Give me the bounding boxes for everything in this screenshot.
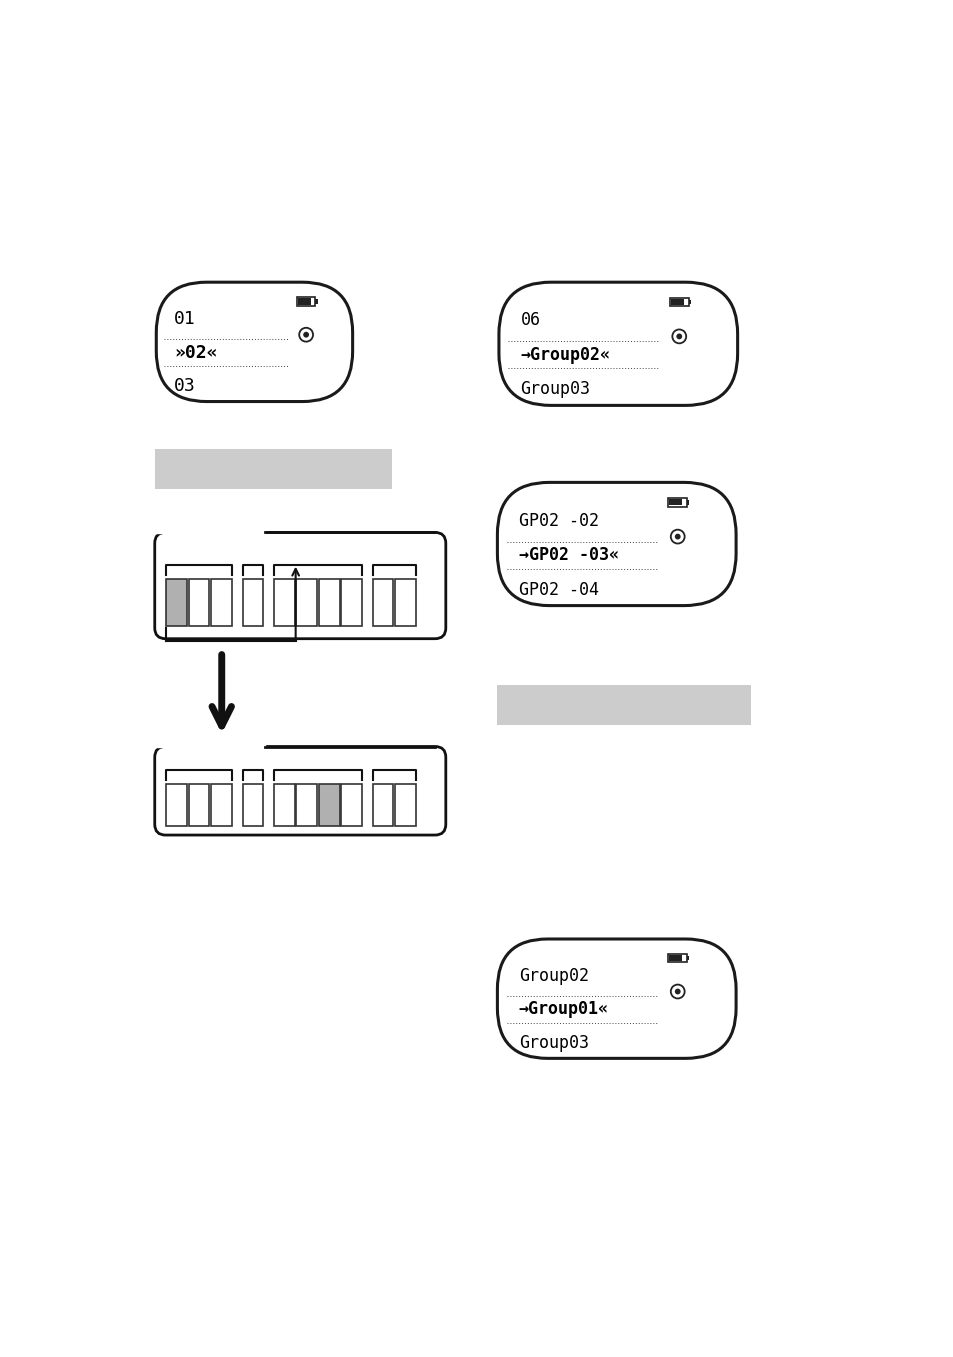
Text: →GP02 -03«: →GP02 -03« — [518, 546, 618, 565]
Bar — [341, 579, 361, 626]
Text: Group02: Group02 — [518, 968, 588, 985]
Bar — [166, 784, 187, 826]
Bar — [341, 784, 361, 826]
Bar — [296, 579, 317, 626]
Text: GP02 -04: GP02 -04 — [518, 581, 598, 598]
Text: GP02 -02: GP02 -02 — [518, 512, 598, 529]
Bar — [669, 955, 681, 961]
Bar — [669, 299, 688, 307]
Bar — [688, 300, 690, 304]
Bar — [670, 299, 683, 305]
Bar — [318, 784, 339, 826]
Bar — [318, 579, 339, 626]
Text: »02«: »02« — [173, 343, 217, 361]
FancyBboxPatch shape — [497, 482, 736, 605]
Bar — [242, 579, 263, 626]
Bar — [395, 784, 416, 826]
Bar — [274, 579, 294, 626]
Bar — [154, 449, 392, 490]
Text: 01: 01 — [173, 311, 195, 328]
FancyBboxPatch shape — [498, 282, 737, 406]
Bar — [668, 498, 686, 506]
Text: 06: 06 — [520, 311, 539, 330]
Bar — [297, 299, 311, 304]
Polygon shape — [153, 744, 265, 746]
Bar — [296, 784, 317, 826]
Text: →Group02«: →Group02« — [520, 346, 610, 364]
Bar — [242, 784, 263, 826]
Bar — [686, 501, 689, 505]
FancyBboxPatch shape — [156, 282, 353, 402]
Bar — [189, 784, 210, 826]
Circle shape — [303, 332, 309, 338]
FancyBboxPatch shape — [154, 532, 445, 639]
Bar — [274, 784, 294, 826]
Bar — [373, 784, 393, 826]
Text: 03: 03 — [173, 377, 195, 395]
Circle shape — [674, 989, 679, 995]
Text: Group03: Group03 — [520, 380, 590, 399]
FancyBboxPatch shape — [497, 939, 736, 1058]
Bar — [296, 297, 315, 305]
Bar — [189, 579, 210, 626]
Circle shape — [674, 533, 679, 540]
Bar — [395, 579, 416, 626]
Bar — [211, 784, 232, 826]
Bar — [686, 957, 689, 961]
Bar — [669, 499, 681, 506]
Bar — [373, 579, 393, 626]
Bar — [166, 579, 187, 626]
Text: →Group01«: →Group01« — [518, 1000, 608, 1018]
Circle shape — [676, 334, 681, 339]
Polygon shape — [153, 531, 265, 533]
FancyBboxPatch shape — [154, 746, 445, 835]
Text: Group03: Group03 — [518, 1034, 588, 1052]
Bar — [668, 954, 686, 962]
Bar — [315, 300, 317, 304]
Bar — [497, 685, 751, 725]
Bar — [211, 579, 232, 626]
